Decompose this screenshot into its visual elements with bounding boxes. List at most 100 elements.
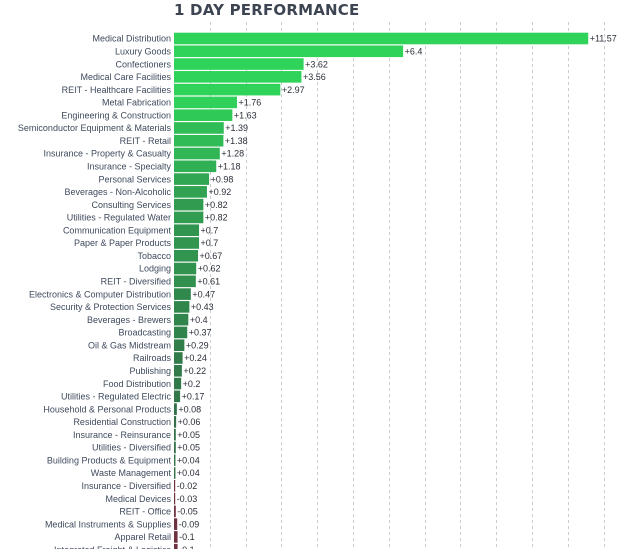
bar[interactable] bbox=[174, 313, 189, 326]
value-label: +0.04 bbox=[177, 455, 200, 465]
bar[interactable] bbox=[174, 480, 176, 492]
bar[interactable] bbox=[174, 454, 176, 467]
category-label: Paper & Paper Products bbox=[74, 238, 172, 248]
bar[interactable] bbox=[174, 467, 176, 479]
bar[interactable] bbox=[174, 186, 207, 198]
value-label: +3.62 bbox=[305, 59, 328, 69]
value-label: +0.24 bbox=[184, 353, 207, 363]
category-label: Electronics & Computer Distribution bbox=[29, 289, 171, 299]
bar[interactable] bbox=[174, 32, 589, 45]
value-label: +3.56 bbox=[303, 72, 326, 82]
bar[interactable] bbox=[174, 211, 204, 224]
bar[interactable] bbox=[174, 71, 302, 83]
category-label: Utilities - Regulated Water bbox=[67, 213, 171, 223]
category-label: Insurance - Diversified bbox=[81, 481, 171, 491]
bar[interactable] bbox=[174, 237, 200, 249]
category-label: Communication Equipment bbox=[63, 225, 172, 235]
value-label: +0.92 bbox=[208, 187, 231, 197]
bar[interactable] bbox=[174, 249, 198, 262]
bar[interactable] bbox=[174, 173, 210, 185]
value-label: +0.7 bbox=[201, 225, 219, 235]
bar[interactable] bbox=[174, 492, 176, 505]
bar[interactable] bbox=[174, 428, 176, 441]
category-label: Railroads bbox=[133, 353, 172, 363]
bar[interactable] bbox=[174, 58, 304, 70]
value-label: +0.37 bbox=[189, 328, 212, 338]
bar[interactable] bbox=[174, 301, 190, 313]
value-label: +1.76 bbox=[239, 98, 262, 108]
value-label: +0.43 bbox=[191, 302, 214, 312]
bar[interactable] bbox=[174, 96, 238, 109]
value-label: +0.06 bbox=[178, 417, 201, 427]
bar[interactable] bbox=[174, 109, 233, 121]
bar[interactable] bbox=[174, 122, 224, 134]
bar[interactable] bbox=[174, 198, 204, 211]
bar[interactable] bbox=[174, 390, 181, 403]
bar[interactable] bbox=[174, 262, 197, 275]
bar[interactable] bbox=[174, 377, 182, 390]
value-label: -0.1 bbox=[179, 532, 195, 542]
category-label: REIT - Healthcare Facilities bbox=[62, 85, 172, 95]
bar[interactable] bbox=[174, 518, 178, 530]
category-label: Lodging bbox=[139, 264, 171, 274]
value-label: +11.57 bbox=[590, 34, 617, 44]
value-label: +0.2 bbox=[183, 379, 201, 389]
category-label: Engineering & Construction bbox=[61, 110, 171, 120]
category-label: Security & Protection Services bbox=[50, 302, 172, 312]
bar[interactable] bbox=[174, 352, 183, 364]
bar[interactable] bbox=[174, 224, 200, 236]
category-label: Metal Fabrication bbox=[102, 98, 171, 108]
value-label: +0.61 bbox=[197, 277, 220, 287]
category-label: Consulting Services bbox=[91, 200, 171, 210]
value-label: +0.62 bbox=[198, 264, 221, 274]
category-label: Confectioners bbox=[115, 59, 171, 69]
bar[interactable] bbox=[174, 441, 176, 454]
value-label: +1.38 bbox=[225, 136, 248, 146]
bar[interactable] bbox=[174, 288, 191, 300]
category-label: Tobacco bbox=[137, 251, 171, 261]
bar[interactable] bbox=[174, 339, 185, 352]
category-label: Integrated Freight & Logistics bbox=[54, 545, 172, 549]
value-label: -0.09 bbox=[179, 519, 200, 529]
chart-title: 1 DAY PERFORMANCE bbox=[174, 1, 360, 19]
category-label: Waste Management bbox=[91, 468, 172, 478]
category-label: Oil & Gas Midstream bbox=[88, 340, 171, 350]
bar[interactable] bbox=[174, 326, 188, 339]
category-label: Residential Construction bbox=[73, 417, 171, 427]
bar[interactable] bbox=[174, 403, 177, 415]
bar[interactable] bbox=[174, 147, 220, 160]
category-label: Broadcasting bbox=[118, 328, 171, 338]
category-label: REIT - Diversified bbox=[101, 277, 171, 287]
value-label: +0.17 bbox=[182, 392, 205, 402]
value-label: +0.82 bbox=[205, 200, 228, 210]
category-label: Household & Personal Products bbox=[43, 404, 171, 414]
bar[interactable] bbox=[174, 531, 178, 543]
value-label: -0.03 bbox=[177, 494, 198, 504]
bar[interactable] bbox=[174, 416, 177, 428]
value-label: +0.22 bbox=[183, 366, 206, 376]
value-label: +0.4 bbox=[190, 315, 208, 325]
category-label: Food Distribution bbox=[103, 379, 171, 389]
bar[interactable] bbox=[174, 83, 281, 96]
bar[interactable] bbox=[174, 45, 404, 58]
category-label: Medical Devices bbox=[105, 494, 171, 504]
category-label: Insurance - Specialty bbox=[87, 162, 172, 172]
category-label: Medical Instruments & Supplies bbox=[45, 519, 172, 529]
value-label: +2.97 bbox=[282, 85, 305, 95]
value-label: -0.05 bbox=[177, 507, 198, 517]
category-label: Utilities - Diversified bbox=[92, 443, 171, 453]
bar[interactable] bbox=[174, 275, 196, 288]
value-label: +1.63 bbox=[234, 110, 257, 120]
value-label: +6.4 bbox=[405, 46, 423, 56]
bar[interactable] bbox=[174, 364, 182, 377]
bar[interactable] bbox=[174, 505, 176, 518]
category-label: Utilities - Regulated Electric bbox=[61, 392, 172, 402]
value-label: +1.39 bbox=[225, 123, 248, 133]
category-label: Publishing bbox=[129, 366, 171, 376]
bar[interactable] bbox=[174, 543, 178, 549]
bar[interactable] bbox=[174, 134, 224, 147]
value-label: +0.29 bbox=[186, 340, 209, 350]
bar[interactable] bbox=[174, 160, 217, 173]
category-label: Building Products & Equipment bbox=[47, 455, 172, 465]
category-label: Apparel Retail bbox=[114, 532, 171, 542]
